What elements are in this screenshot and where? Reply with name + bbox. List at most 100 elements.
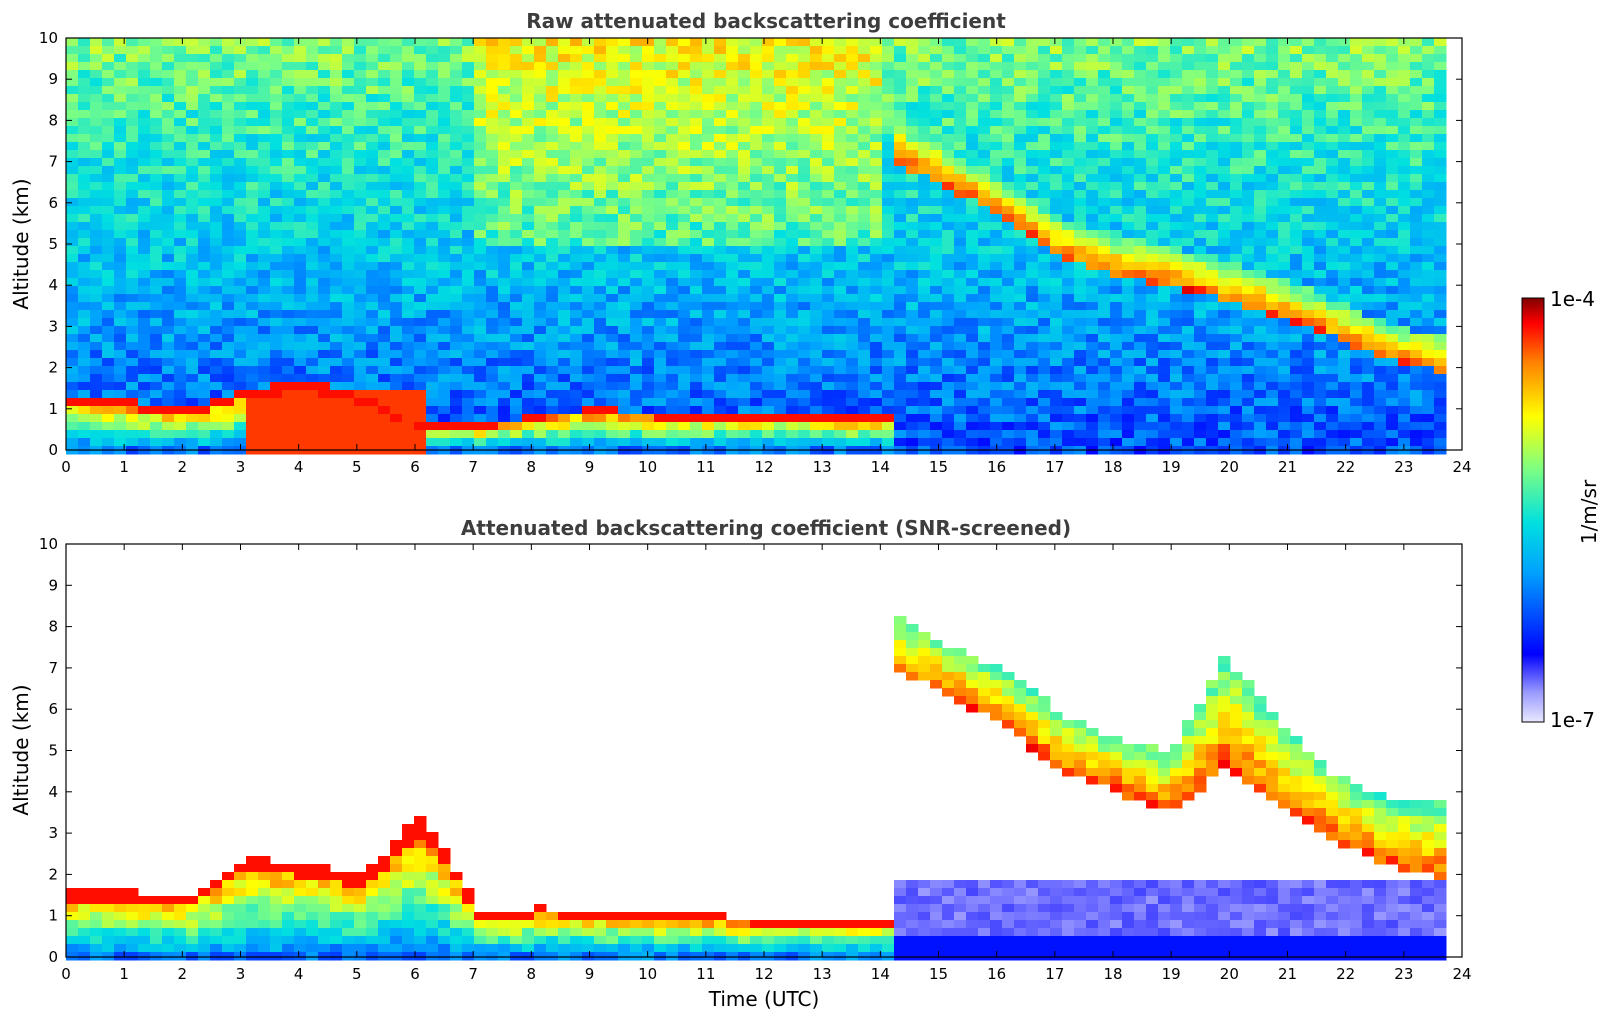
heatmap-cell xyxy=(570,78,583,87)
heatmap-cell xyxy=(966,278,979,287)
heatmap-cell xyxy=(1158,422,1171,431)
heatmap-cell xyxy=(882,142,895,151)
heatmap-cell xyxy=(354,326,367,335)
heatmap-cell xyxy=(390,62,403,71)
heatmap-cell xyxy=(318,326,331,335)
heatmap-cell xyxy=(486,118,499,127)
heatmap-cell xyxy=(606,158,619,167)
heatmap-cell xyxy=(282,238,295,247)
heatmap-cell xyxy=(630,214,643,223)
heatmap-cell xyxy=(426,166,439,175)
heatmap-cell xyxy=(906,414,919,423)
heatmap-cell xyxy=(606,398,619,407)
heatmap-cell xyxy=(642,118,655,127)
heatmap-cell xyxy=(126,270,139,279)
heatmap-cell xyxy=(882,134,895,143)
heatmap-cell xyxy=(438,270,451,279)
heatmap-cell xyxy=(810,294,823,303)
heatmap-cell xyxy=(402,246,415,255)
heatmap-cell xyxy=(1182,278,1195,287)
heatmap-cell xyxy=(762,246,775,255)
heatmap-cell xyxy=(570,262,583,271)
heatmap-cell xyxy=(846,342,859,351)
heatmap-cell xyxy=(1122,126,1135,135)
heatmap-cell xyxy=(1002,86,1015,95)
heatmap-cell xyxy=(858,294,871,303)
heatmap-cell xyxy=(738,398,751,407)
heatmap-cell xyxy=(990,278,1003,287)
heatmap-cell xyxy=(1110,286,1123,295)
heatmap-cell xyxy=(342,46,355,55)
heatmap-cell xyxy=(522,54,535,63)
heatmap-cell xyxy=(774,46,787,55)
heatmap-cell xyxy=(630,310,643,319)
heatmap-cell xyxy=(846,118,859,127)
heatmap-cell xyxy=(750,110,763,119)
heatmap-cell xyxy=(150,230,163,239)
heatmap-cell xyxy=(750,54,763,63)
heatmap-cell xyxy=(654,422,667,431)
heatmap-cell xyxy=(366,158,379,167)
heatmap-cell xyxy=(138,326,151,335)
heatmap-cell xyxy=(438,198,451,207)
heatmap-cell xyxy=(882,438,895,447)
heatmap-cell xyxy=(438,94,451,103)
heatmap-cell xyxy=(798,86,811,95)
heatmap-cell xyxy=(426,246,439,255)
heatmap-cell xyxy=(1050,198,1063,207)
heatmap-cell xyxy=(462,246,475,255)
heatmap-cell xyxy=(678,126,691,135)
heatmap-cell xyxy=(126,118,139,127)
heatmap-cell xyxy=(162,222,175,231)
heatmap-cell xyxy=(162,70,175,79)
heatmap-cell xyxy=(762,190,775,199)
heatmap-cell xyxy=(1002,230,1015,239)
heatmap-cell xyxy=(630,118,643,127)
heatmap-cell xyxy=(978,358,991,367)
heatmap-cell xyxy=(750,318,763,327)
heatmap-cell xyxy=(594,214,607,223)
heatmap-cell xyxy=(270,270,283,279)
heatmap-cell xyxy=(1026,358,1039,367)
heatmap-cell xyxy=(1014,366,1027,375)
heatmap-cell xyxy=(882,342,895,351)
heatmap-cell xyxy=(174,222,187,231)
heatmap-cell xyxy=(870,222,883,231)
heatmap-cell xyxy=(462,286,475,295)
heatmap-cell xyxy=(510,206,523,215)
heatmap-cell xyxy=(702,118,715,127)
heatmap-cell xyxy=(318,414,331,423)
heatmap-cell xyxy=(90,406,103,415)
heatmap-cell xyxy=(1206,150,1219,159)
heatmap-cell xyxy=(654,150,667,159)
heatmap-cell xyxy=(390,334,403,343)
heatmap-cell xyxy=(654,382,667,391)
heatmap-cell xyxy=(942,310,955,319)
heatmap-cell xyxy=(510,406,523,415)
heatmap-cell xyxy=(762,182,775,191)
heatmap-cell xyxy=(246,310,259,319)
heatmap-cell xyxy=(918,302,931,311)
heatmap-cell xyxy=(1146,158,1159,167)
heatmap-cell xyxy=(66,398,79,407)
heatmap-cell xyxy=(798,382,811,391)
heatmap-cell xyxy=(1182,214,1195,223)
heatmap-cell xyxy=(330,102,343,111)
heatmap-cell xyxy=(162,174,175,183)
heatmap-cell xyxy=(882,174,895,183)
heatmap-cell xyxy=(894,166,907,175)
heatmap-cell xyxy=(534,110,547,119)
heatmap-cell xyxy=(594,414,607,423)
heatmap-cell xyxy=(630,334,643,343)
heatmap-cell xyxy=(318,230,331,239)
heatmap-cell xyxy=(1038,78,1051,87)
heatmap-cell xyxy=(366,70,379,79)
heatmap-cell xyxy=(798,142,811,151)
heatmap-cell xyxy=(882,222,895,231)
heatmap-cell xyxy=(174,302,187,311)
heatmap-cell xyxy=(1098,438,1111,447)
heatmap-cell xyxy=(834,246,847,255)
heatmap-cell xyxy=(630,406,643,415)
heatmap-cell xyxy=(990,286,1003,295)
heatmap-cell xyxy=(786,366,799,375)
